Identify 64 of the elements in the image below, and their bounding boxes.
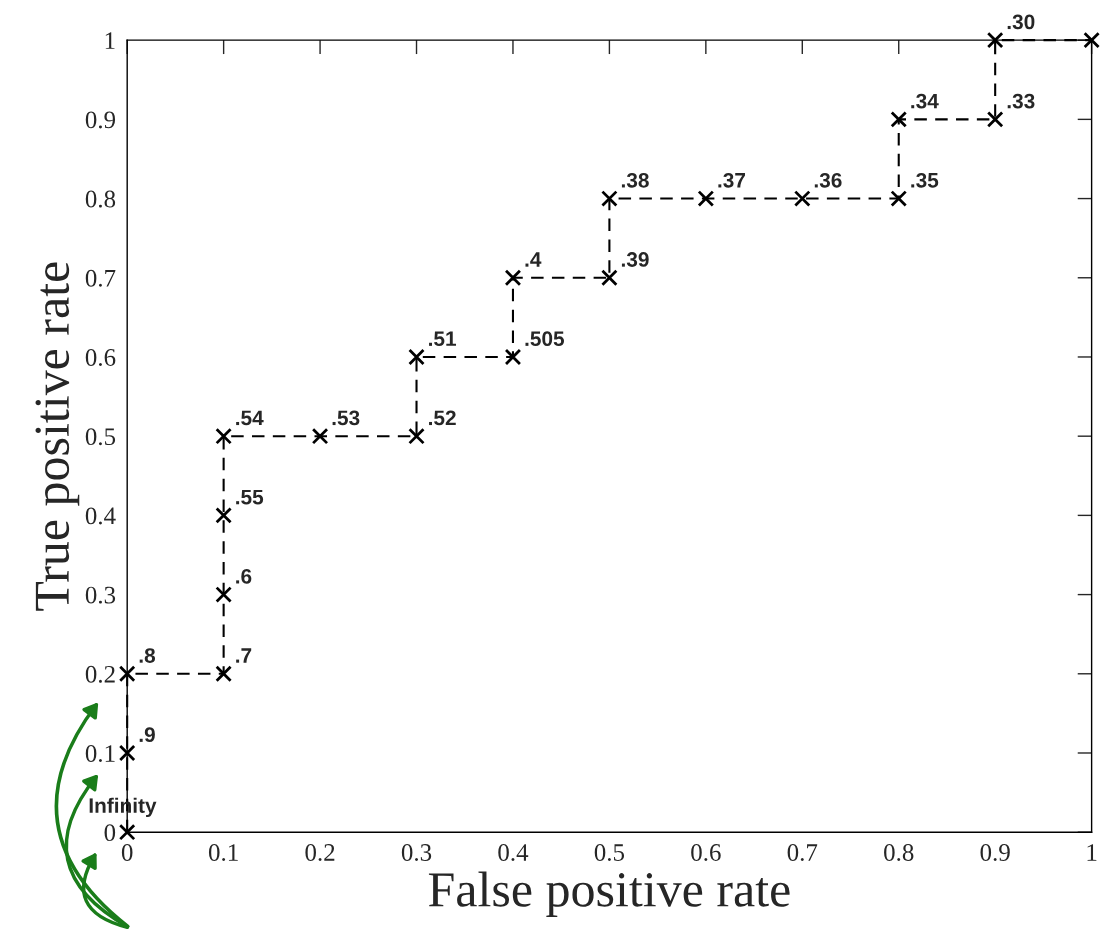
annotation: .30 <box>1007 14 1035 30</box>
x-tick-label: 0.8 <box>884 844 914 862</box>
annotation: .34 <box>911 93 939 109</box>
y-tick-label: 0 <box>104 824 116 842</box>
y-tick-label: 1 <box>105 32 115 49</box>
annotation: .38 <box>621 172 649 188</box>
annotation: .39 <box>621 252 649 267</box>
point <box>215 665 232 683</box>
point <box>504 269 522 287</box>
annotation: .33 <box>1007 93 1035 109</box>
x-axis-title: False positive rate <box>428 871 790 917</box>
point <box>504 348 522 366</box>
annotation: .7 <box>236 648 252 663</box>
y-tick-label: 0.4 <box>85 507 116 525</box>
x-tick-label: 0.7 <box>787 844 818 862</box>
point <box>215 507 232 524</box>
annotation: .9 <box>139 727 155 743</box>
x-tick-label: 0.9 <box>980 844 1010 862</box>
y-tick-label: 0.7 <box>85 269 116 287</box>
x-tick-label: 0.4 <box>498 844 529 862</box>
annotation: .4 <box>525 252 542 267</box>
point <box>118 823 136 841</box>
annotation: .8 <box>139 648 156 663</box>
point <box>890 111 908 128</box>
annotation: .51 <box>429 331 457 347</box>
y-tick-label: 0.8 <box>85 190 116 208</box>
point <box>890 190 908 207</box>
x-tick-label: 0.5 <box>594 844 625 862</box>
point <box>986 111 1004 128</box>
annotation: .36 <box>814 172 842 188</box>
annotation: .505 <box>525 331 565 347</box>
point <box>408 427 425 445</box>
point <box>601 269 618 287</box>
annotation: .35 <box>911 172 939 188</box>
point <box>215 586 232 603</box>
y-tick-label: 0.9 <box>85 111 116 129</box>
point <box>697 190 715 207</box>
annotation: .52 <box>429 410 456 426</box>
x-tick-label: 1 <box>1087 844 1097 861</box>
x-tick-label: 0.1 <box>208 844 238 862</box>
y-tick-label: 0.1 <box>85 745 115 763</box>
x-tick-label: 0.6 <box>691 844 721 862</box>
annotation: .37 <box>718 172 746 188</box>
y-axis-title: True positive rate <box>35 262 80 611</box>
annotation: .54 <box>236 410 264 426</box>
point <box>118 665 136 683</box>
point <box>311 427 329 445</box>
x-tick-label: 0 <box>121 844 133 861</box>
annotation: .53 <box>332 410 360 426</box>
point <box>215 427 232 445</box>
point <box>408 348 425 366</box>
annotation: .55 <box>236 489 264 505</box>
y-tick-label: 0.3 <box>85 586 116 604</box>
point <box>118 744 136 762</box>
y-tick-label: 0.6 <box>85 349 116 366</box>
annotation: .6 <box>236 568 252 584</box>
point <box>793 190 811 207</box>
point <box>601 190 618 207</box>
point <box>1083 31 1100 49</box>
y-tick-label: 0.5 <box>85 428 116 446</box>
y-tick-label: 0.2 <box>85 665 115 683</box>
x-tick-label: 0.3 <box>401 844 432 862</box>
x-tick-label: 0.2 <box>305 844 335 862</box>
point <box>986 31 1004 49</box>
